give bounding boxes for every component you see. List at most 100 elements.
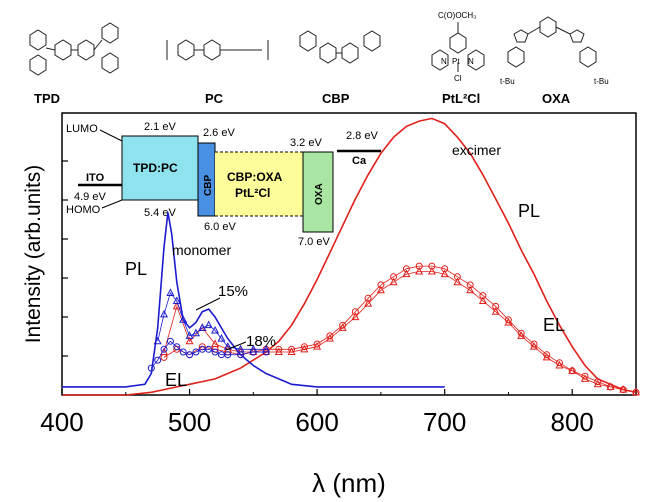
oxa-tbu-left: t-Bu [500,77,515,86]
data-point-triangle [153,336,162,345]
data-point-triangle [274,347,283,356]
data-point-triangle [619,385,628,393]
data-point-triangle [185,331,194,339]
annotations: excimer PL PL monomer 15% 18% EL EL [125,142,565,390]
data-point-circle [377,281,385,289]
data-point-circle [147,364,155,372]
data-point-circle [492,302,500,310]
energy-level-diagram: LUMO HOMO ITO 4.9 eV TPD:PC 2.1 eV 5.4 e… [66,121,381,248]
data-point-triangle [211,325,220,334]
series-line [62,212,445,388]
arrow-15pct [195,297,221,311]
layer-cbp-lumo: 2.6 eV [203,127,235,139]
annotation-excimer: excimer [452,142,501,158]
x-tick-label: 800 [551,407,594,437]
data-point-triangle [172,296,181,304]
layer-cbp-homo: 6.0 eV [204,221,236,233]
pc-label: PC [205,91,224,106]
ptlcl-label: PtL²Cl [442,91,480,106]
plot-frame [61,112,637,396]
data-point-triangle [440,269,449,278]
data-point-triangle [593,379,602,388]
data-point-circle [224,351,232,359]
ca-work-function: 2.8 eV [346,130,378,142]
layer-cbp-oxa-ptlcl [215,152,303,216]
homo-arrow [101,199,123,209]
data-point-circle [154,356,162,364]
x-tick-label: 700 [423,407,466,437]
ptlcl-atom-n-right: N [468,57,474,66]
ptlcl-atom-pt: Pt [452,57,460,66]
series-line [62,117,637,396]
layer-emissive-name-2: PtL²Cl [235,186,270,200]
tpd-label: TPD [34,91,60,106]
data-point-circle [428,262,436,270]
data-point-triangle [466,285,475,294]
series-layer [62,117,641,396]
annotation-pl-red: PL [518,201,540,221]
data-point-triangle [631,387,641,396]
annotation-el-red: EL [543,315,565,335]
data-point-triangle [580,374,590,382]
cbp-structure-icon [299,30,381,64]
data-point-triangle [179,315,188,323]
data-point-triangle [313,342,322,350]
cbp-label: CBP [322,91,350,106]
ca-name: Ca [352,155,367,167]
arrow-18pct [225,341,247,351]
data-point-circle [173,343,181,351]
data-point-triangle [376,285,385,294]
molecule-strip: TPD PC CBP C(O)OCH₃ N [29,11,609,106]
layer-oxa-lumo: 3.2 eV [290,137,322,149]
annotation-monomer: monomer [172,242,231,258]
data-point-triangle [555,360,564,369]
layer-tpd-pc-name: TPD:PC [133,161,178,175]
x-tick-label: 600 [295,407,338,437]
data-point-triangle [351,312,360,321]
data-point-triangle [478,296,487,304]
data-point-triangle [160,309,169,318]
data-point-triangle [287,347,296,356]
data-point-circle [186,351,194,359]
data-point-circle [192,348,200,356]
data-point-triangle [217,334,226,342]
series-0 [62,117,637,396]
data-point-triangle [236,344,245,353]
data-point-circle [211,348,219,356]
data-point-triangle [325,334,334,342]
layer-tpd-pc-lumo: 2.1 eV [144,121,176,133]
data-point-triangle [389,277,398,286]
data-point-triangle [262,344,271,353]
ptlcl-atom-n-left: N [441,57,447,66]
x-tick-label: 400 [40,407,83,437]
data-point-triangle [415,266,424,275]
lumo-arrow [99,129,123,142]
data-point-triangle [427,266,436,275]
data-point-circle [205,345,213,353]
annotation-18pct: 18% [246,333,276,350]
homo-label: HOMO [66,204,101,216]
data-point-triangle [402,269,411,278]
ptlcl-group-label: C(O)OCH₃ [438,11,476,20]
data-point-triangle [338,323,347,331]
annotation-pl-blue: PL [125,259,147,279]
data-point-circle [179,348,187,356]
data-point-triangle [185,336,194,345]
data-point-triangle [211,339,220,347]
axes: 400 500 600 700 800 λ (nm) Intensity (arb.unit… [22,160,594,498]
data-point-triangle [453,277,462,286]
data-point-triangle [542,352,551,361]
data-point-circle [466,281,474,289]
ptlcl-structure-icon [431,22,485,72]
ito-work-function: 4.9 eV [74,191,106,203]
data-point-triangle [491,307,500,315]
oxa-structure-icon [507,16,597,68]
y-axis-label: Intensity (arb.units) [22,165,45,344]
data-point-triangle [568,366,577,374]
oxa-label: OXA [542,91,571,106]
pc-structure-icon [166,39,269,61]
data-point-triangle [198,323,207,331]
data-point-triangle [166,288,175,296]
data-point-circle [441,265,449,273]
layer-oxa [302,151,334,233]
